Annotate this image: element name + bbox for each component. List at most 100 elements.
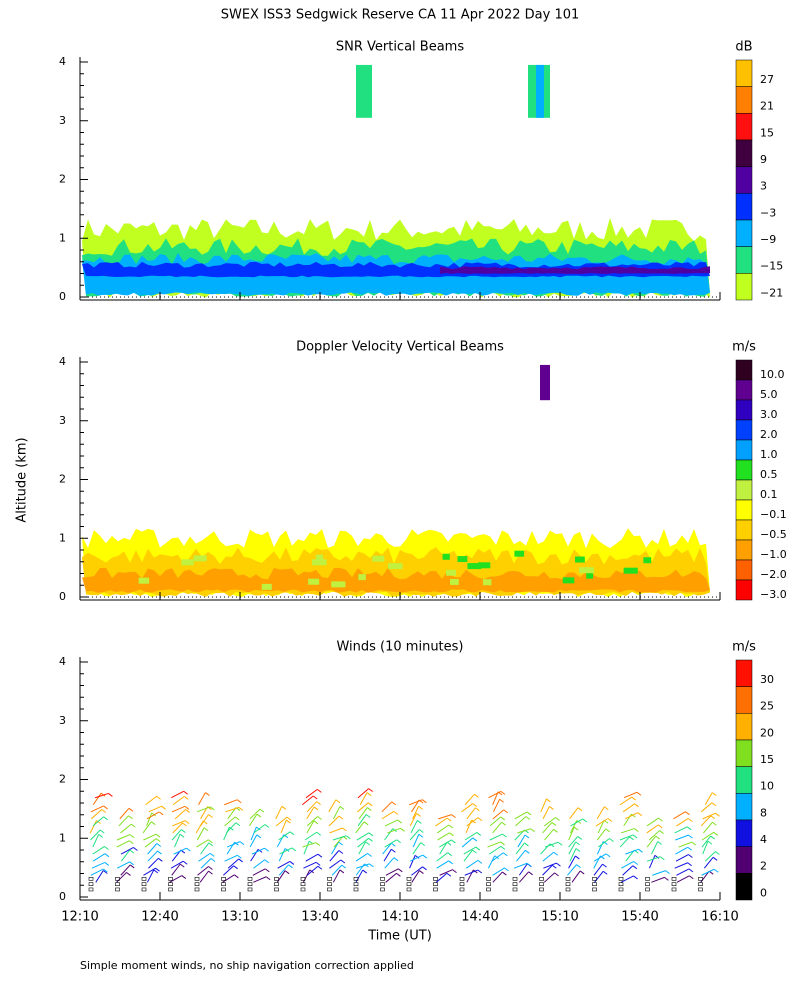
wind-barb [675,854,689,862]
calm-marker [327,887,332,892]
calm-marker [645,882,650,886]
colorbar-label: 5.0 [760,388,778,401]
wind-barb [252,868,266,876]
wind-barb [464,831,478,841]
calm-marker [459,882,465,886]
wind-barb [477,817,483,822]
wind-barb [466,807,476,820]
calm-marker [512,877,518,881]
wind-barb [475,807,480,812]
wind-barb [602,870,608,875]
colorbar-swatch [735,846,753,874]
wind-barb [341,864,347,869]
x-tick-label: 14:10 [381,910,418,925]
wind-barb [239,841,245,846]
wind-barb [400,827,405,832]
wind-barb [99,829,105,834]
wind-barb [316,831,322,836]
wind-barb [623,791,638,799]
colorbar-label: −3.0 [760,588,787,601]
wind-barb [305,788,318,799]
wind-barb [655,835,661,840]
x-tick-label: 15:10 [541,910,578,925]
wind-barb [126,872,131,876]
wind-barb [703,857,714,869]
wind-barb [607,818,613,822]
wind-barb [518,863,528,876]
wind-barb [525,816,531,820]
wind-barb [289,831,295,836]
wind-barb [702,840,709,855]
wind-barb [544,828,554,841]
wind-barb [91,861,106,869]
y-axis-label: Altitude (km) [15,437,30,522]
colorbar-swatch [735,399,753,421]
wind-barb [385,868,399,876]
wind-barb [158,811,164,816]
calm-marker [274,877,279,881]
wind-barb [500,790,506,795]
wind-barb [92,834,100,848]
wind-barb [658,817,663,822]
wind-barb [648,855,656,869]
wind-barb [526,811,532,816]
colorbar-label: 21 [760,100,774,113]
wind-barb [398,868,403,873]
wind-barb [471,819,476,824]
wind-barb [409,854,424,862]
y-tick-label: 3 [59,714,66,727]
wind-barb [338,841,343,846]
calm-marker [433,882,438,886]
wind-barb [291,847,297,852]
wind-barb [410,820,418,834]
wind-barb [256,826,261,831]
calm-marker [300,882,306,886]
wind-barb [146,811,160,820]
wind-barb [515,816,527,827]
wind-barb [143,833,157,841]
calm-marker [618,887,624,892]
calm-marker [671,887,677,892]
wind-barb [148,805,162,813]
wind-barb [148,857,159,869]
wind-barb [557,841,563,846]
wind-barb [384,857,395,869]
wind-barb [103,816,108,821]
wind-barb [688,834,693,839]
wind-barb [701,868,715,876]
wind-barb [476,832,482,836]
wind-barb [620,828,635,834]
wind-barb [357,802,369,813]
wind-barb [92,816,104,827]
wind-barb [596,806,605,820]
wind-barb [466,817,479,827]
wind-barb [382,842,392,855]
wind-barb [108,793,113,797]
wind-barb [673,811,686,820]
wind-barb [249,813,258,827]
wind-barb [229,826,234,831]
wind-barb [461,803,474,813]
wind-barb [416,820,422,824]
wind-barb [259,808,265,813]
wind-barb [182,860,188,865]
wind-barb [435,872,448,883]
wind-barb [315,842,321,846]
colorbar-label: −21 [760,286,783,299]
wind-barb [391,842,396,847]
wind-barb [157,850,162,855]
field-patch [482,579,492,586]
calm-marker [618,882,624,886]
wind-barb [451,814,456,819]
wind-barb [313,806,319,811]
wind-barb [702,812,716,820]
wind-barb [619,836,630,848]
y-tick-label: 1 [59,531,66,544]
colorbar-label: 30 [760,673,774,686]
calm-marker [141,887,147,892]
wind-barb [518,871,529,883]
wind-barb [488,845,502,855]
wind-barb [710,815,716,820]
wind-barb [182,822,187,827]
wind-barb [412,834,420,848]
